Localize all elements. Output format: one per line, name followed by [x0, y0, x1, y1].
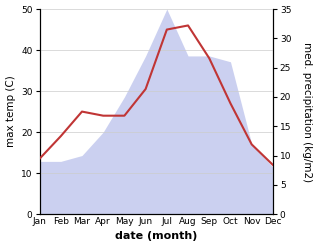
- Y-axis label: med. precipitation (kg/m2): med. precipitation (kg/m2): [302, 41, 313, 182]
- X-axis label: date (month): date (month): [115, 231, 197, 242]
- Y-axis label: max temp (C): max temp (C): [5, 76, 16, 147]
